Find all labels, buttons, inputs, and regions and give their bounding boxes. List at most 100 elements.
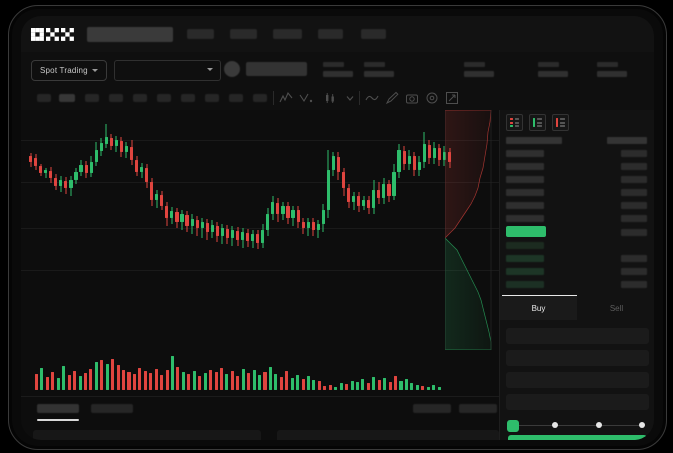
- okx-logo[interactable]: [31, 28, 75, 41]
- market-stat-1: [323, 62, 353, 77]
- nav-item-2[interactable]: [230, 29, 257, 39]
- candlestick-chart[interactable]: [21, 110, 499, 350]
- candle: [367, 196, 371, 214]
- stepper-dot-3[interactable]: [596, 422, 602, 428]
- candle: [104, 124, 108, 148]
- orderbook-bid-row[interactable]: [500, 265, 654, 278]
- candle: [407, 150, 411, 170]
- candle: [357, 192, 361, 212]
- candle: [432, 142, 436, 164]
- tab-buy[interactable]: Buy: [500, 296, 577, 320]
- candle: [200, 218, 204, 238]
- candle: [417, 156, 421, 176]
- indicator-icon[interactable]: [279, 91, 293, 105]
- amount-percent-stepper[interactable]: [508, 420, 647, 431]
- volume-bar: [230, 371, 234, 390]
- volume-bar: [307, 376, 311, 390]
- order-price-field[interactable]: [506, 328, 649, 344]
- orderbook-ask-row[interactable]: [500, 160, 654, 173]
- submit-buy-button[interactable]: [508, 435, 647, 440]
- order-extra-field[interactable]: [506, 394, 649, 410]
- orderbook-mode-asks-icon[interactable]: [552, 114, 569, 131]
- order-book-depth-chart: [445, 110, 499, 350]
- candle: [170, 207, 174, 224]
- orderbook-ask-row[interactable]: [500, 173, 654, 186]
- orderbook-rows[interactable]: [500, 134, 654, 291]
- search-input[interactable]: [87, 27, 173, 42]
- candle: [135, 156, 139, 176]
- stepper-dot-active[interactable]: [508, 421, 518, 431]
- candle: [316, 220, 320, 238]
- timeframe-chip-3[interactable]: [85, 94, 99, 102]
- market-stat-4: [538, 62, 568, 77]
- volume-bar: [437, 387, 441, 390]
- bottom-action-1[interactable]: [413, 404, 451, 413]
- candle: [286, 202, 290, 224]
- volume-bar: [181, 372, 185, 390]
- orderbook-bid-row[interactable]: [500, 252, 654, 265]
- trading-pair-select[interactable]: [114, 60, 221, 81]
- volume-bar: [132, 374, 136, 390]
- compare-icon[interactable]: [299, 91, 313, 105]
- timeframe-chip-4[interactable]: [109, 94, 123, 102]
- candle-type-icon[interactable]: [323, 91, 337, 105]
- chart-gridline: [21, 228, 499, 229]
- orderbook-ask-row[interactable]: [500, 199, 654, 212]
- pair-coin-avatar: [224, 61, 240, 77]
- volume-bar: [339, 383, 343, 390]
- timeframe-chip-5[interactable]: [133, 94, 147, 102]
- volume-bar: [328, 385, 332, 390]
- stepper-dot-4[interactable]: [639, 422, 645, 428]
- timeframe-chip-9[interactable]: [229, 94, 243, 102]
- nav-item-3[interactable]: [273, 29, 302, 39]
- orderbook-bid-row[interactable]: [500, 239, 654, 252]
- candle: [205, 219, 209, 240]
- orderbook-bid-row[interactable]: [500, 278, 654, 291]
- orderbook-mode-bids-icon[interactable]: [529, 114, 546, 131]
- toolbar-divider: [359, 91, 360, 105]
- ask-amount: [621, 176, 647, 183]
- camera-icon[interactable]: [405, 91, 419, 105]
- candle: [261, 224, 265, 248]
- timeframe-chip-1[interactable]: [37, 94, 51, 102]
- nav-item-4[interactable]: [318, 29, 343, 39]
- volume-bar: [94, 362, 98, 390]
- spot-trading-dropdown[interactable]: Spot Trading: [31, 60, 107, 81]
- tab-order-history[interactable]: [91, 404, 133, 413]
- order-total-field[interactable]: [506, 372, 649, 388]
- settings-icon[interactable]: [425, 91, 439, 105]
- candle: [427, 140, 431, 164]
- timeframe-chip-6[interactable]: [157, 94, 171, 102]
- order-amount-field[interactable]: [506, 350, 649, 366]
- tab-open-orders[interactable]: [37, 404, 79, 413]
- last-price-highlight: [506, 226, 546, 237]
- stepper-dot-2[interactable]: [552, 422, 558, 428]
- orderbook-mode-both-icon[interactable]: [506, 114, 523, 131]
- tab-sell[interactable]: Sell: [578, 296, 654, 320]
- bottom-action-2[interactable]: [459, 404, 497, 413]
- nav-item-5[interactable]: [361, 29, 386, 39]
- orderbook-ask-row[interactable]: [500, 186, 654, 199]
- timeframe-chip-8[interactable]: [205, 94, 219, 102]
- orderbook-ask-row[interactable]: [500, 147, 654, 160]
- chevron-down-icon[interactable]: [343, 91, 357, 105]
- volume-bar: [426, 387, 430, 390]
- nav-item-1[interactable]: [187, 29, 214, 39]
- timeframe-chip-10[interactable]: [253, 94, 267, 102]
- market-stat-3: [464, 62, 494, 77]
- ask-amount: [621, 215, 647, 222]
- orderbook-ask-row[interactable]: [500, 212, 654, 225]
- candle: [99, 138, 103, 156]
- drawing-tool-icon[interactable]: [385, 91, 399, 105]
- volume-bar: [399, 381, 403, 390]
- candle: [437, 144, 441, 166]
- timeframe-chip-7[interactable]: [181, 94, 195, 102]
- volume-bar: [78, 376, 82, 390]
- timeframe-chip-2[interactable]: [59, 94, 75, 102]
- candle: [34, 154, 38, 170]
- orderbook-last-price-row[interactable]: [500, 225, 654, 239]
- line-chart-icon[interactable]: [365, 91, 379, 105]
- fullscreen-icon[interactable]: [445, 91, 459, 105]
- app-screen: Spot Trading: [21, 16, 654, 440]
